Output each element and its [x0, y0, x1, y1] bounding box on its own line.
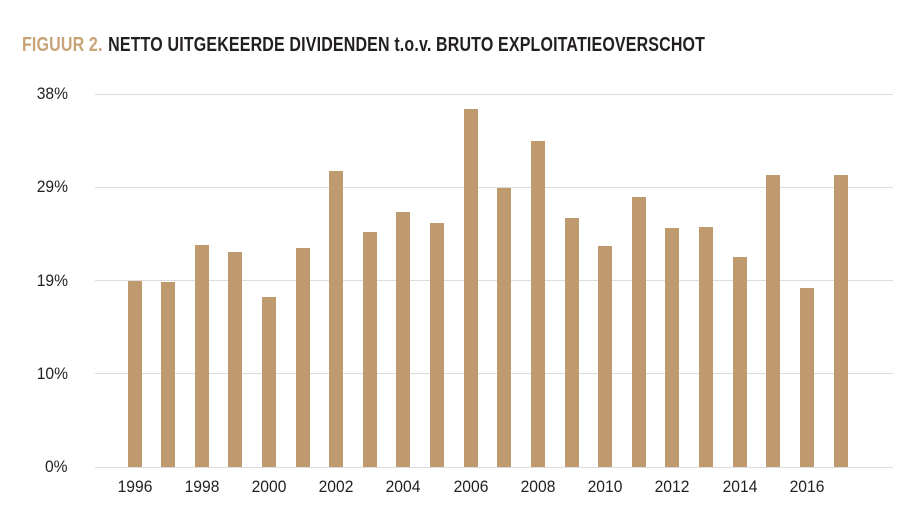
bar-2010 — [598, 246, 613, 467]
bar-2002 — [329, 170, 344, 467]
bar-2009 — [564, 217, 579, 467]
y-tick-label-10%: 10% — [36, 363, 68, 383]
bar-2007 — [497, 188, 512, 467]
gridline-38% — [95, 93, 893, 95]
x-tick-label-2004: 2004 — [386, 477, 421, 496]
x-tick-label-1998: 1998 — [184, 477, 220, 496]
gridline-29% — [95, 186, 893, 188]
x-tick-label-2014: 2014 — [722, 477, 758, 496]
x-tick-label-2000: 2000 — [251, 477, 287, 496]
y-axis-labels: 38% 29% 19% 10% 0% — [18, 84, 68, 476]
bar-1997 — [161, 282, 176, 467]
bar-1996 — [127, 280, 142, 467]
bar-2004 — [396, 211, 411, 467]
x-tick-label-2016: 2016 — [789, 477, 825, 496]
gridline-10% — [95, 373, 893, 375]
bar-2000 — [261, 297, 276, 467]
bar-1999 — [228, 252, 243, 467]
x-tick-label-1996: 1996 — [117, 477, 152, 496]
figure-number-label: FIGUUR 2. — [22, 34, 103, 56]
plot-area — [95, 93, 893, 468]
y-tick-label-29%: 29% — [36, 177, 68, 197]
bar-2003 — [362, 232, 377, 467]
chart-title: NETTO UITGEKEERDE DIVIDENDEN t.o.v. BRUT… — [108, 34, 706, 56]
bar-2016 — [799, 288, 814, 467]
bar-2008 — [530, 141, 545, 467]
bar-2013 — [699, 226, 714, 467]
bar-2017 — [833, 174, 848, 467]
x-tick-label-2006: 2006 — [453, 477, 489, 496]
bar-2006 — [463, 108, 478, 467]
x-tick-label-2008: 2008 — [520, 477, 556, 496]
bar-1998 — [194, 245, 209, 467]
y-tick-label-38%: 38% — [36, 84, 68, 103]
x-axis-labels: 1996 1998 2000 2002 2004 2006 2008 2010 2012 2014… — [95, 477, 893, 499]
bar-2011 — [631, 197, 646, 467]
chart-header: FIGUUR 2. NETTO UITGEKEERDE DIVIDENDEN t.… — [22, 34, 705, 57]
x-tick-label-2002: 2002 — [318, 477, 354, 496]
gridline-19% — [95, 280, 893, 281]
bar-2005 — [430, 222, 445, 467]
bar-2012 — [665, 228, 680, 467]
y-tick-label-19%: 19% — [36, 270, 68, 290]
y-tick-label-0%: 0% — [45, 457, 68, 476]
bar-2014 — [732, 256, 747, 467]
x-tick-label-2010: 2010 — [587, 477, 623, 496]
gridline-0% — [95, 466, 893, 468]
x-tick-label-2012: 2012 — [655, 477, 690, 496]
bar-2015 — [766, 174, 781, 467]
bar-2001 — [295, 248, 310, 467]
